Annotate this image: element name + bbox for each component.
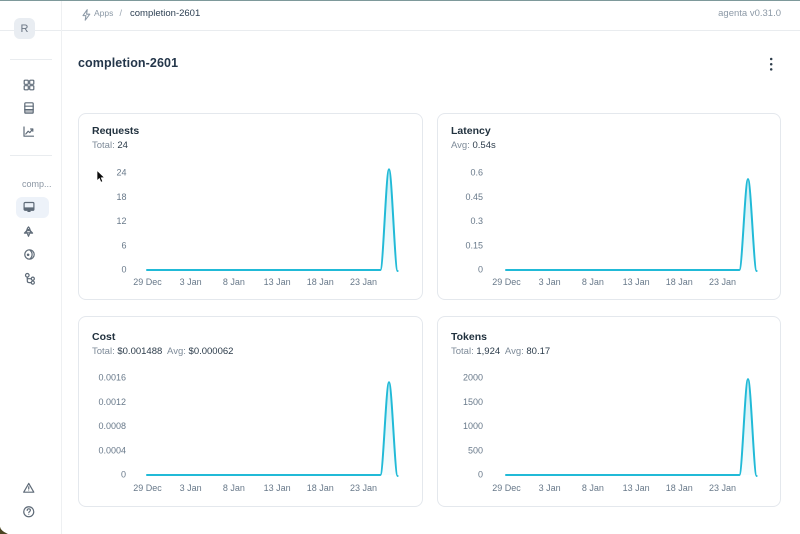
svg-text:500: 500 <box>468 445 483 455</box>
svg-text:23 Jan: 23 Jan <box>350 483 377 493</box>
svg-text:13 Jan: 13 Jan <box>623 277 650 287</box>
svg-text:0.0016: 0.0016 <box>98 373 126 383</box>
svg-text:29 Dec: 29 Dec <box>133 277 162 287</box>
svg-text:0.15: 0.15 <box>465 240 483 250</box>
svg-text:8 Jan: 8 Jan <box>223 483 245 493</box>
svg-text:23 Jan: 23 Jan <box>709 277 736 287</box>
svg-text:29 Dec: 29 Dec <box>492 483 521 493</box>
svg-text:0.6: 0.6 <box>470 168 483 178</box>
svg-text:0.45: 0.45 <box>465 192 483 202</box>
svg-text:13 Jan: 13 Jan <box>264 483 291 493</box>
svg-text:0.0004: 0.0004 <box>98 445 126 455</box>
svg-text:3 Jan: 3 Jan <box>180 277 202 287</box>
svg-text:2000: 2000 <box>463 373 483 383</box>
svg-text:23 Jan: 23 Jan <box>709 483 736 493</box>
svg-text:0.3: 0.3 <box>470 216 483 226</box>
svg-text:13 Jan: 13 Jan <box>264 277 291 287</box>
svg-text:0: 0 <box>478 265 483 275</box>
svg-text:18: 18 <box>116 192 126 202</box>
svg-text:6: 6 <box>121 240 126 250</box>
svg-text:0: 0 <box>478 470 483 480</box>
svg-text:13 Jan: 13 Jan <box>623 483 650 493</box>
svg-text:18 Jan: 18 Jan <box>307 483 334 493</box>
svg-text:8 Jan: 8 Jan <box>582 483 604 493</box>
svg-text:3 Jan: 3 Jan <box>539 277 561 287</box>
svg-text:24: 24 <box>116 168 126 178</box>
svg-text:12: 12 <box>116 216 126 226</box>
svg-text:18 Jan: 18 Jan <box>666 277 693 287</box>
svg-text:18 Jan: 18 Jan <box>307 277 334 287</box>
svg-text:23 Jan: 23 Jan <box>350 277 377 287</box>
svg-text:0: 0 <box>121 470 126 480</box>
svg-text:8 Jan: 8 Jan <box>223 277 245 287</box>
svg-text:1000: 1000 <box>463 421 483 431</box>
svg-text:0.0008: 0.0008 <box>98 421 126 431</box>
svg-text:8 Jan: 8 Jan <box>582 277 604 287</box>
svg-text:3 Jan: 3 Jan <box>180 483 202 493</box>
svg-text:0.0012: 0.0012 <box>98 397 126 407</box>
svg-text:18 Jan: 18 Jan <box>666 483 693 493</box>
svg-text:29 Dec: 29 Dec <box>492 277 521 287</box>
svg-text:3 Jan: 3 Jan <box>539 483 561 493</box>
svg-text:29 Dec: 29 Dec <box>133 483 162 493</box>
svg-text:0: 0 <box>121 265 126 275</box>
svg-text:1500: 1500 <box>463 397 483 407</box>
